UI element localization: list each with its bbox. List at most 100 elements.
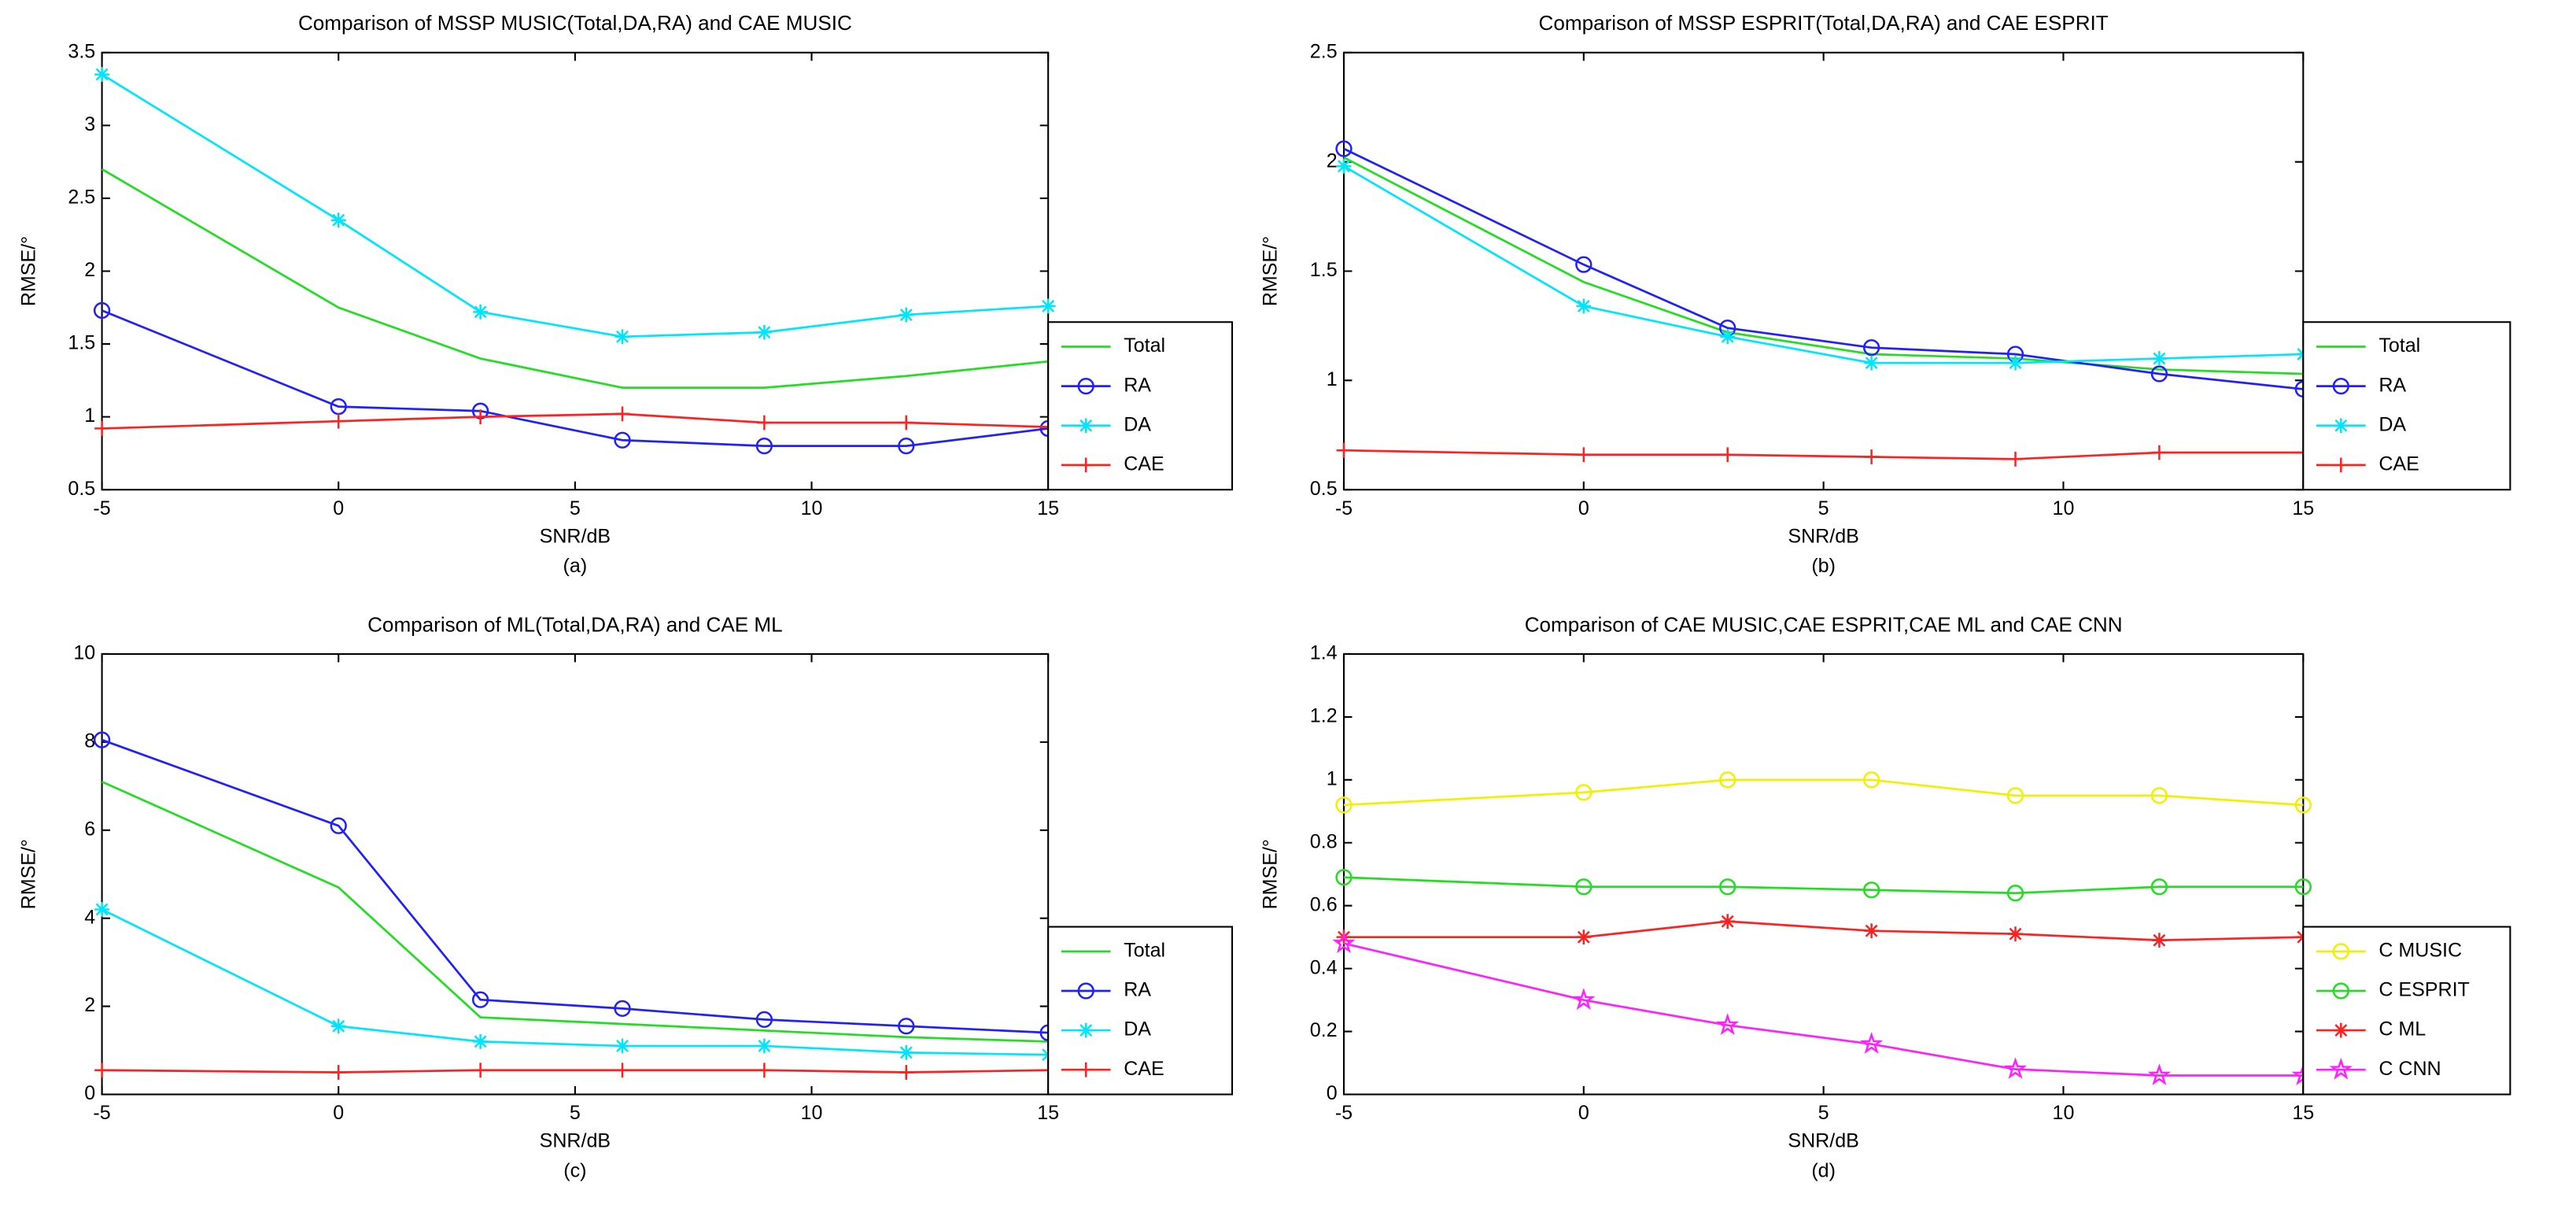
legend-label: RA xyxy=(1124,374,1151,396)
chart-title: Comparison of ML(Total,DA,RA) and CAE ML xyxy=(367,612,783,636)
marker xyxy=(898,437,915,455)
marker xyxy=(2150,787,2168,804)
legend-box xyxy=(2302,321,2511,491)
marker xyxy=(1862,882,1880,899)
x-tick-label: -5 xyxy=(93,1102,110,1124)
marker xyxy=(1860,1032,1884,1054)
series-line xyxy=(1343,778,2304,807)
y-tick-label: 4 xyxy=(84,906,95,928)
marker xyxy=(1078,1022,1094,1038)
marker xyxy=(1864,449,1879,464)
marker xyxy=(899,307,914,323)
x-tick-label: 15 xyxy=(1037,1102,1059,1124)
x-tick-label: -5 xyxy=(1335,1102,1353,1124)
marker xyxy=(2332,982,2349,1000)
marker xyxy=(1336,158,1352,174)
y-tick-label: 2.5 xyxy=(1310,40,1338,62)
caption: (c) xyxy=(563,1159,586,1181)
marker xyxy=(93,301,111,320)
marker xyxy=(1575,256,1592,273)
marker xyxy=(1572,988,1596,1010)
marker xyxy=(1078,457,1094,473)
y-tick-label: 3 xyxy=(84,113,95,135)
marker xyxy=(1575,878,1592,896)
marker xyxy=(898,1018,915,1035)
marker xyxy=(1864,355,1879,371)
marker xyxy=(614,1063,630,1078)
marker xyxy=(1576,298,1592,314)
marker xyxy=(2151,445,2167,460)
y-tick-label: 1 xyxy=(1327,368,1338,390)
chart-title: Comparison of MSSP MUSIC(Total,DA,RA) an… xyxy=(298,11,852,35)
legend-label: C MUSIC xyxy=(2379,939,2462,961)
marker xyxy=(93,731,111,748)
x-tick-label: 5 xyxy=(570,1102,581,1124)
y-tick-label: 2 xyxy=(84,994,95,1016)
x-axis-label: SNR/dB xyxy=(540,1130,611,1152)
marker xyxy=(1716,1013,1740,1035)
y-tick-label: 0 xyxy=(1327,1082,1338,1104)
x-tick-label: 0 xyxy=(333,497,344,519)
caption: (b) xyxy=(1811,555,1836,577)
marker xyxy=(330,213,346,228)
marker xyxy=(1078,1062,1094,1077)
marker xyxy=(614,431,631,449)
y-axis-label: RMSE/° xyxy=(1260,236,1282,306)
y-tick-label: 1.5 xyxy=(68,332,95,354)
marker xyxy=(330,817,347,834)
marker xyxy=(1336,442,1352,458)
marker xyxy=(1040,298,1056,314)
marker xyxy=(2332,943,2349,960)
legend-box xyxy=(1047,321,1234,491)
legend-label: CAE xyxy=(1124,1058,1164,1080)
marker xyxy=(1719,771,1736,789)
legend: C MUSIC C ESPRIT C ML C CNN xyxy=(2302,926,2511,1096)
y-tick-label: 1.2 xyxy=(1310,705,1338,727)
legend-label: DA xyxy=(1124,413,1151,435)
marker xyxy=(2008,451,2023,467)
y-tick-label: 6 xyxy=(84,818,95,840)
x-axis-label: SNR/dB xyxy=(1788,1130,1858,1152)
marker xyxy=(2332,377,2349,395)
chart-title: Comparison of MSSP ESPRIT(Total,DA,RA) a… xyxy=(1539,11,2109,35)
marker xyxy=(473,1063,489,1078)
marker xyxy=(473,409,489,425)
y-axis-label: RMSE/° xyxy=(17,839,39,909)
marker xyxy=(473,1033,489,1049)
legend: Total RA DA CAE xyxy=(1047,926,1234,1096)
marker xyxy=(2006,787,2024,804)
x-tick-label: 5 xyxy=(570,497,581,519)
y-tick-label: 1.4 xyxy=(1310,642,1338,664)
marker xyxy=(1078,418,1094,434)
marker xyxy=(2294,796,2312,814)
y-tick-label: 0.5 xyxy=(1310,478,1338,500)
marker xyxy=(1720,914,1736,930)
axes-box xyxy=(101,652,1050,1096)
marker xyxy=(2333,1022,2349,1038)
marker xyxy=(473,304,489,320)
series-line xyxy=(1343,942,2304,1077)
y-tick-label: 0.8 xyxy=(1310,830,1338,852)
marker xyxy=(2151,933,2167,948)
series-line xyxy=(101,780,1049,1043)
marker xyxy=(2329,1057,2353,1080)
marker xyxy=(757,415,772,431)
series-line xyxy=(1343,876,2304,895)
legend-label: DA xyxy=(2379,413,2406,435)
legend-label: C CNN xyxy=(2379,1058,2441,1080)
legend: Total RA DA CAE xyxy=(2302,321,2511,491)
y-tick-label: 2 xyxy=(1327,150,1338,172)
y-tick-label: 1 xyxy=(84,405,95,427)
subplot: 0.5 1 1.5 2 2.5 -5 0 5 10 15 Comparison of MSSP ES… xyxy=(1260,11,2511,577)
x-tick-label: -5 xyxy=(93,497,110,519)
legend: Total RA DA CAE xyxy=(1047,321,1234,491)
marker xyxy=(330,413,346,429)
marker xyxy=(330,1065,346,1080)
chart-title: Comparison of CAE MUSIC,CAE ESPRIT,CAE M… xyxy=(1525,612,2123,636)
y-tick-label: 2.5 xyxy=(68,187,95,209)
marker xyxy=(1576,447,1592,463)
x-axis-label: SNR/dB xyxy=(1788,525,1858,547)
legend-label: C ML xyxy=(2379,1018,2426,1040)
